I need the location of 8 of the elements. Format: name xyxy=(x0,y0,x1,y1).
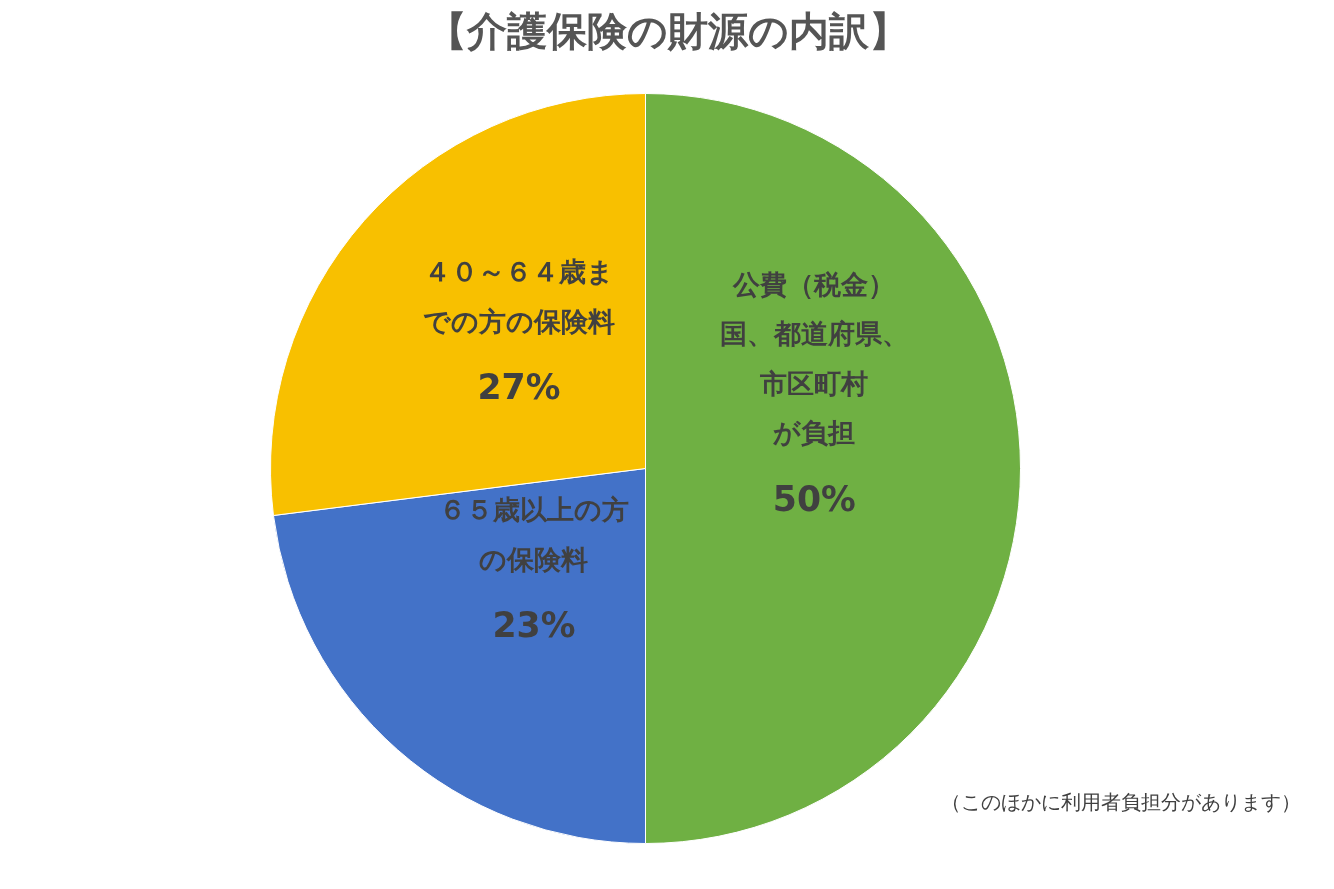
data-label: 23% xyxy=(492,605,576,646)
slice-label: ４０～６４歳までの方の保険料 xyxy=(422,256,615,337)
chart-title: 【介護保険の財源の内訳】 xyxy=(426,7,909,54)
slice-label: 公費（税金）国、都道府県、市区町村が負担 xyxy=(719,268,909,449)
data-label: 50% xyxy=(772,478,856,519)
data-label: 27% xyxy=(477,366,561,407)
slice-label: ６５歳以上の方の保険料 xyxy=(438,494,629,576)
text: （このほかに利用者負担分があります） xyxy=(940,789,1301,814)
